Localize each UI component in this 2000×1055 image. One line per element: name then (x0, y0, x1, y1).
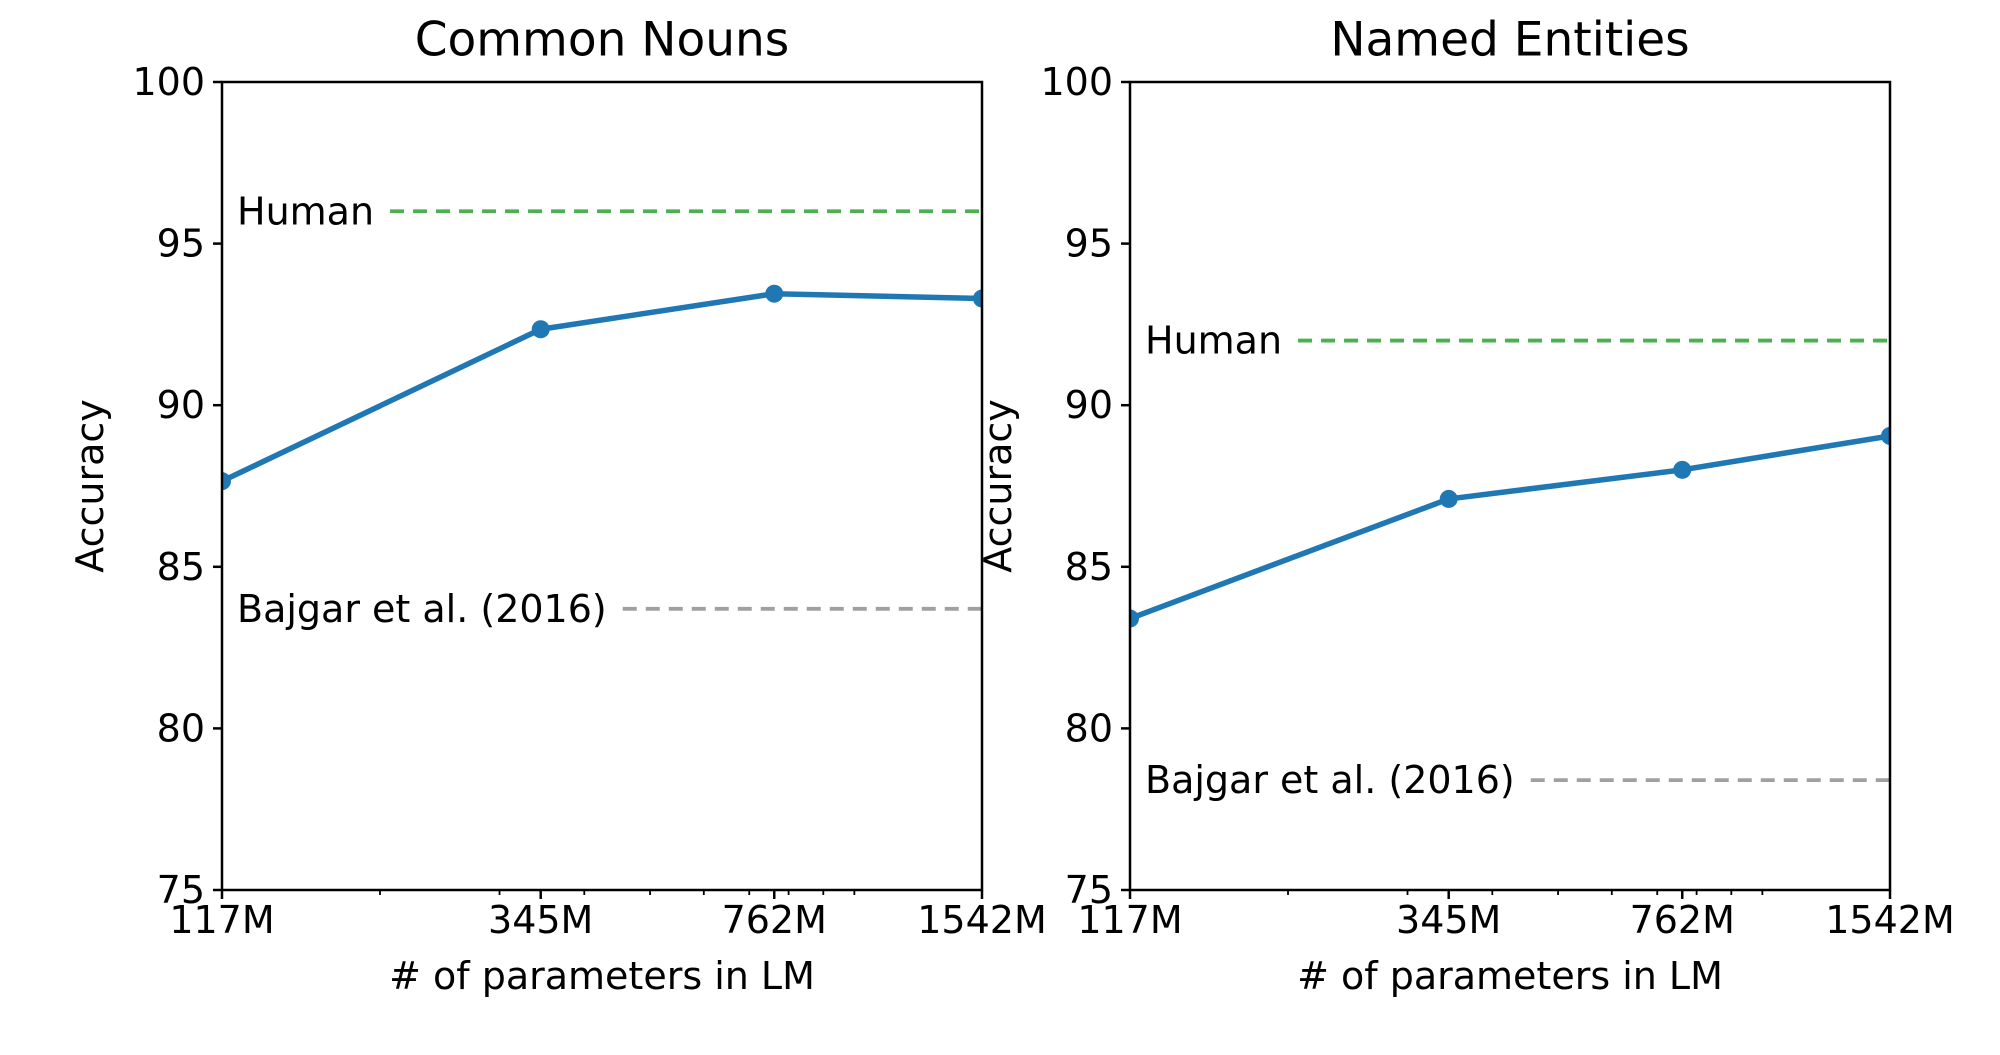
series-marker (1130, 609, 1139, 628)
x-axis-label: # of parameters in LM (1297, 954, 1723, 998)
series-marker (973, 289, 982, 308)
chart-panel-0: Common Nouns 75 80 85 90 95 100 117M 345M 762M 154… (68, 13, 1047, 999)
y-tick-label: 95 (157, 222, 205, 266)
series-marker (1881, 426, 1890, 445)
baseline-line-label: Bajgar et al. (2016) (237, 587, 607, 631)
y-tick-label: 80 (157, 706, 205, 750)
x-tick-label: 1542M (917, 898, 1047, 942)
x-tick-label: 762M (722, 898, 827, 942)
y-tick-label: 100 (1040, 60, 1113, 104)
y-tick-label: 90 (157, 383, 205, 427)
y-tick-label: 90 (1065, 383, 1113, 427)
human-line-label: Human (237, 189, 374, 233)
chart-title: Named Entities (1330, 13, 1689, 68)
y-tick-label: 85 (1065, 545, 1113, 589)
series-marker (1673, 460, 1692, 479)
y-tick-label: 80 (1065, 706, 1113, 750)
x-tick-label: 345M (1396, 898, 1501, 942)
y-axis-label: Accuracy (68, 399, 112, 573)
y-axis-label: Accuracy (976, 399, 1020, 573)
series-marker (222, 472, 231, 491)
y-tick-label: 85 (157, 545, 205, 589)
series-marker (531, 320, 550, 339)
x-tick-label: 762M (1630, 898, 1735, 942)
human-line-label: Human (1145, 319, 1282, 363)
plot-border (1128, 80, 1892, 892)
series-line (222, 290, 982, 484)
baseline-line-label: Bajgar et al. (2016) (1145, 758, 1515, 802)
chart-panel-1: Named Entities 75 80 85 90 95 100 117M 345M 762M 1… (976, 13, 1955, 999)
series-marker (1439, 489, 1458, 508)
series-marker (765, 284, 784, 303)
x-tick-label: 345M (488, 898, 593, 942)
chart-title: Common Nouns (415, 13, 790, 68)
y-tick-label: 95 (1065, 222, 1113, 266)
y-tick-label: 75 (1065, 868, 1113, 912)
series-line (1130, 433, 1890, 622)
x-tick-label: 1542M (1825, 898, 1955, 942)
x-tick-label: 117M (1077, 898, 1182, 942)
y-tick-label: 100 (132, 60, 205, 104)
plot-border (220, 80, 984, 892)
y-tick-label: 75 (157, 868, 205, 912)
x-axis-label: # of parameters in LM (389, 954, 815, 998)
x-tick-label: 117M (169, 898, 274, 942)
